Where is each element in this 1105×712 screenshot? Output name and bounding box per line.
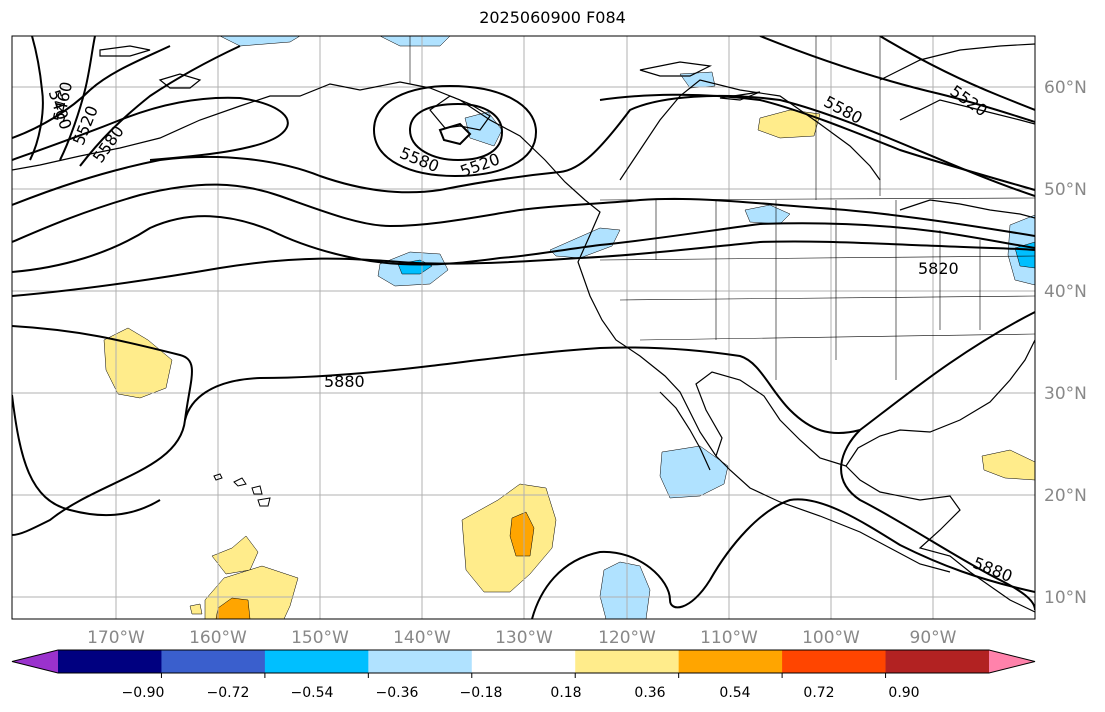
colorbar-ticks: −0.90 −0.72 −0.54 −0.36 −0.18 0.18 0.36 … bbox=[122, 685, 920, 701]
hawaii-islands bbox=[213, 473, 271, 507]
lon-label-90w: 90°W bbox=[910, 628, 957, 648]
latitude-labels: 60°N 50°N 40°N 30°N 20°N 10°N bbox=[1044, 78, 1087, 608]
lon-label-170w: 170°W bbox=[87, 628, 145, 648]
height-contours bbox=[12, 36, 1035, 619]
colorbar-tick-4: −0.18 bbox=[460, 685, 503, 701]
gridlines bbox=[12, 36, 1035, 619]
lon-label-160w: 160°W bbox=[189, 628, 247, 648]
colorbar-tick-6: 0.36 bbox=[634, 685, 665, 701]
colorbar-segment-7 bbox=[782, 650, 887, 673]
lon-label-130w: 130°W bbox=[495, 628, 553, 648]
lat-label-40n: 40°N bbox=[1044, 282, 1087, 302]
colorbar-segment-3 bbox=[368, 650, 473, 673]
longitude-labels: 170°W 160°W 150°W 140°W 130°W 120°W 110°… bbox=[87, 628, 957, 648]
colorbar-tick-0: −0.90 bbox=[122, 685, 165, 701]
colorbar-tick-1: −0.72 bbox=[207, 685, 250, 701]
colorbar-segment-4 bbox=[471, 650, 576, 673]
lon-label-120w: 120°W bbox=[598, 628, 656, 648]
colorbar-segment-8 bbox=[885, 650, 990, 673]
lat-label-60n: 60°N bbox=[1044, 78, 1087, 98]
colorbar-tick-3: −0.36 bbox=[376, 685, 419, 701]
lon-label-100w: 100°W bbox=[802, 628, 860, 648]
colorbar-segment-5 bbox=[575, 650, 680, 673]
colorbar-tick-5: 0.18 bbox=[550, 685, 581, 701]
colorbar-extend-max bbox=[989, 650, 1035, 673]
colorbar-tick-8: 0.72 bbox=[803, 685, 834, 701]
colorbar-extend-min bbox=[12, 650, 58, 673]
contour-label-5880: 5880 bbox=[324, 372, 365, 391]
colorbar-tick-9: 0.90 bbox=[888, 685, 919, 701]
colorbar-outline bbox=[11, 649, 1036, 674]
map-title: 2025060900 F084 bbox=[479, 8, 626, 27]
anomaly-shading bbox=[103, 36, 1035, 619]
lat-label-30n: 30°N bbox=[1044, 384, 1087, 404]
colorbar bbox=[11, 649, 1036, 678]
lon-label-110w: 110°W bbox=[700, 628, 758, 648]
colorbar-segment-6 bbox=[678, 650, 783, 673]
lat-label-50n: 50°N bbox=[1044, 180, 1087, 200]
lon-label-150w: 150°W bbox=[291, 628, 349, 648]
colorbar-tick-7: 0.54 bbox=[719, 685, 750, 701]
lat-label-20n: 20°N bbox=[1044, 486, 1087, 506]
map-frame bbox=[11, 35, 1036, 620]
contour-label-5820: 5820 bbox=[918, 259, 959, 278]
colorbar-tick-2: −0.54 bbox=[291, 685, 334, 701]
lon-label-140w: 140°W bbox=[393, 628, 451, 648]
state-borders bbox=[409, 36, 1035, 380]
colorbar-segment-2 bbox=[264, 650, 369, 673]
colorbar-segment-0 bbox=[58, 650, 162, 673]
colorbar-segment-1 bbox=[161, 650, 266, 673]
lat-label-10n: 10°N bbox=[1044, 588, 1087, 608]
